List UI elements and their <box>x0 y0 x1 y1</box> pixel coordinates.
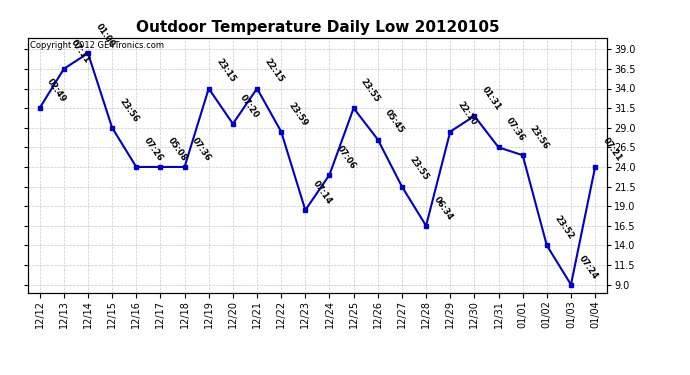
Text: 06:34: 06:34 <box>432 195 454 222</box>
Text: 23:59: 23:59 <box>287 100 309 128</box>
Text: 07:11: 07:11 <box>70 38 92 65</box>
Text: 22:15: 22:15 <box>263 57 286 84</box>
Text: 07:21: 07:21 <box>601 136 623 163</box>
Text: Copyright 2012 GE4Tronics.com: Copyright 2012 GE4Tronics.com <box>30 41 164 50</box>
Text: 23:56: 23:56 <box>118 96 140 124</box>
Text: 01:00: 01:00 <box>94 22 116 49</box>
Text: 22:10: 22:10 <box>456 100 478 128</box>
Text: 07:06: 07:06 <box>335 144 357 171</box>
Text: 07:14: 07:14 <box>311 179 333 206</box>
Text: 23:15: 23:15 <box>215 57 237 84</box>
Text: 07:24: 07:24 <box>577 254 599 280</box>
Text: 23:55: 23:55 <box>359 77 382 104</box>
Text: 07:36: 07:36 <box>190 136 213 163</box>
Text: 07:36: 07:36 <box>504 116 526 143</box>
Text: 23:56: 23:56 <box>529 124 551 151</box>
Text: 07:26: 07:26 <box>142 136 164 163</box>
Title: Outdoor Temperature Daily Low 20120105: Outdoor Temperature Daily Low 20120105 <box>136 20 499 35</box>
Text: 23:52: 23:52 <box>553 214 575 241</box>
Text: 23:55: 23:55 <box>408 155 430 182</box>
Text: 05:45: 05:45 <box>384 108 406 135</box>
Text: 07:20: 07:20 <box>239 93 261 120</box>
Text: 05:08: 05:08 <box>166 136 188 163</box>
Text: 02:49: 02:49 <box>46 77 68 104</box>
Text: 01:31: 01:31 <box>480 85 502 112</box>
